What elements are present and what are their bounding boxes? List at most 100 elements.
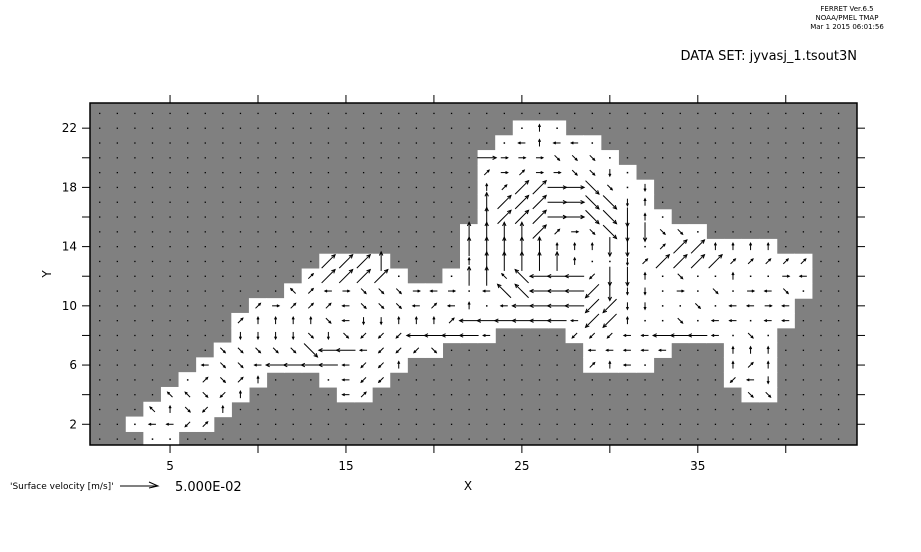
land-grid-dot [362, 246, 365, 248]
vector-arrow [253, 363, 262, 367]
land-grid-dot [820, 423, 822, 425]
arrow-head [168, 404, 172, 409]
land-grid-dot [503, 127, 505, 129]
land-grid-dot [310, 157, 312, 159]
arrow-head [602, 323, 608, 329]
land-grid-dot [662, 201, 664, 203]
land-grid-dot [222, 320, 224, 322]
land-grid-dot [644, 171, 646, 174]
land-grid-dot [732, 394, 734, 396]
arrow-shaft [184, 406, 191, 413]
arrow-shaft [356, 254, 371, 269]
vector-arrow [697, 319, 699, 322]
arrow-head [564, 274, 569, 279]
arrow-head [397, 315, 401, 320]
arrow-head [573, 256, 577, 261]
land-grid-dot [591, 127, 593, 129]
vector-arrow [745, 304, 755, 308]
vector-arrow [360, 332, 367, 339]
land-grid-dot [239, 231, 242, 233]
vector-arrow [570, 141, 579, 145]
land-grid-dot [134, 127, 136, 129]
land-grid-dot [99, 408, 101, 411]
land-grid-dot [362, 157, 365, 159]
arrow-shaft [303, 343, 318, 358]
arrow-shaft [219, 377, 226, 383]
land-grid-dot [591, 112, 593, 115]
vector-arrow [362, 317, 366, 326]
land-grid-dot [486, 408, 488, 411]
arrow-head [519, 235, 525, 241]
land-grid-dot [169, 320, 171, 322]
land-grid-dot [486, 394, 488, 396]
land-grid-dot [151, 216, 154, 218]
land-grid-dot [134, 364, 136, 366]
land-grid-dot [785, 423, 787, 425]
vector-arrow [169, 438, 171, 440]
land-grid-dot [468, 349, 470, 351]
land-grid-dot [380, 246, 382, 248]
vector-arrow [237, 317, 244, 324]
arrow-head [310, 272, 315, 277]
arrow-head [222, 365, 227, 369]
vector-arrow [676, 289, 685, 293]
arrow-shaft [747, 362, 754, 368]
land-grid-dot [257, 127, 259, 129]
vector-arrow [238, 390, 242, 399]
arrow-shaft [374, 269, 389, 284]
vector-arrow [677, 273, 684, 280]
vector-arrow [168, 404, 172, 413]
land-grid-dot [503, 349, 505, 351]
arrow-head [584, 308, 590, 314]
vector-arrow [521, 127, 523, 129]
land-grid-dot [99, 379, 101, 381]
arrow-head [612, 204, 618, 210]
land-grid-dot [398, 438, 400, 440]
arrow-shaft [585, 298, 600, 313]
vector-arrow [607, 184, 614, 191]
arrow-shaft [730, 258, 736, 265]
land-grid-dot [327, 408, 330, 411]
land-grid-dot [204, 142, 206, 144]
land-grid-dot [820, 142, 822, 144]
arrow-head [528, 288, 534, 294]
land-grid-dot [239, 216, 242, 218]
land-grid-dot [187, 260, 189, 263]
land-grid-dot [697, 112, 699, 115]
land-grid-dot [468, 201, 470, 203]
land-grid-dot [714, 408, 717, 411]
arrow-head [745, 304, 750, 308]
land-grid-dot [820, 171, 822, 174]
land-grid-dot [327, 171, 330, 174]
arrow-head [763, 289, 768, 293]
arrow-head [643, 271, 647, 276]
land-grid-dot [310, 186, 312, 189]
vector-arrow [147, 422, 156, 426]
land-grid-dot [433, 408, 435, 411]
arrow-head [643, 292, 647, 296]
land-grid-dot [116, 290, 118, 292]
arrow-head [484, 221, 489, 227]
land-grid-dot [380, 142, 382, 144]
vector-arrow [661, 305, 664, 307]
arrow-head [528, 303, 534, 309]
arrow-shaft [290, 288, 297, 294]
arrow-head [341, 393, 345, 397]
x-tick-label: 15 [338, 459, 353, 473]
land-grid-dot [274, 186, 277, 189]
land-grid-dot [99, 216, 101, 218]
arrow-head [433, 302, 438, 306]
arrow-head [625, 292, 629, 296]
land-grid-dot [257, 157, 259, 159]
arrow-head [360, 335, 364, 339]
arrow-head [499, 304, 504, 308]
arrow-head [517, 141, 521, 145]
vector-arrow [625, 237, 630, 258]
vector-arrow [749, 275, 752, 278]
land-grid-dot [785, 349, 787, 351]
arrow-head [358, 348, 363, 352]
arrow-shaft [585, 195, 600, 210]
arrow-head [502, 235, 507, 241]
land-grid-dot [450, 201, 453, 203]
land-grid-dot [134, 290, 136, 292]
